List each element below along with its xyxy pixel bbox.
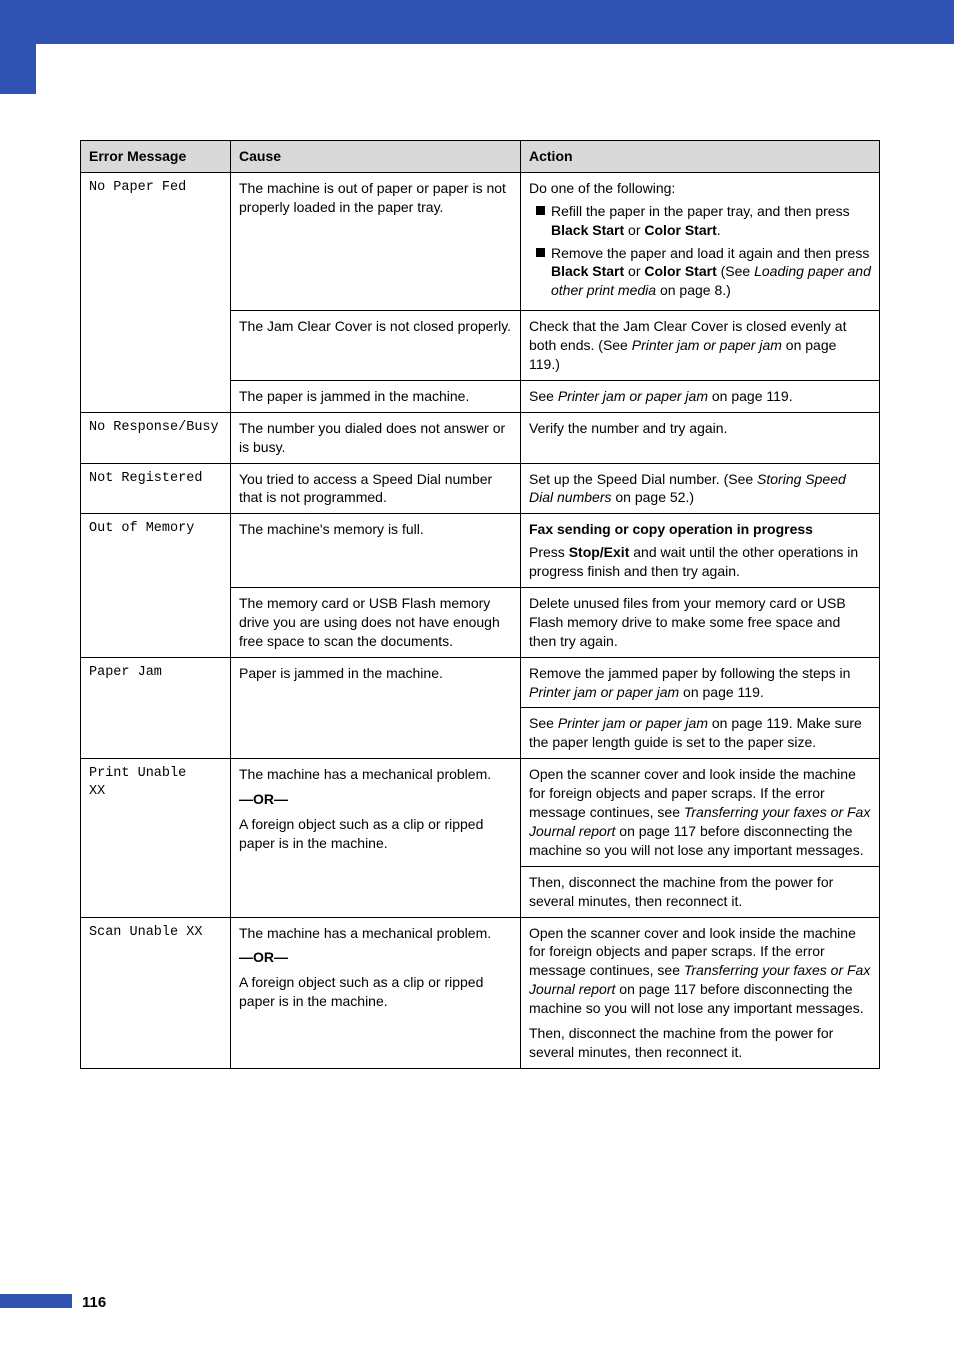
cause-cell: The machine is out of paper or paper is … <box>231 172 521 310</box>
list-item: Remove the paper and load it again and t… <box>529 244 871 301</box>
bullet-text: Refill the paper in the paper tray, and … <box>551 203 850 238</box>
cause-line: A foreign object such as a clip or rippe… <box>239 815 512 853</box>
or-text: —OR— <box>239 791 288 807</box>
cause-line: The machine has a mechanical problem. <box>239 924 512 943</box>
side-tab <box>0 44 36 94</box>
action-cell: See Printer jam or paper jam on page 119… <box>521 708 880 759</box>
header-cause: Cause <box>231 141 521 173</box>
list-item: Refill the paper in the paper tray, and … <box>529 202 871 240</box>
table-row: Out of Memory The machine's memory is fu… <box>81 514 880 588</box>
bullet-text: Remove the paper and load it again and t… <box>551 245 871 299</box>
cause-cell: You tried to access a Speed Dial number … <box>231 463 521 514</box>
action-cell: Remove the jammed paper by following the… <box>521 657 880 708</box>
cause-cell: Paper is jammed in the machine. <box>231 657 521 759</box>
action-cell: See Printer jam or paper jam on page 119… <box>521 380 880 412</box>
top-brand-band <box>0 0 954 44</box>
action-cell: Fax sending or copy operation in progres… <box>521 514 880 588</box>
msg-text: Print UnableXX <box>89 766 186 799</box>
page: Error Message Cause Action No Paper Fed … <box>0 0 954 1351</box>
msg-no-response: No Response/Busy <box>81 412 231 463</box>
header-action: Action <box>521 141 880 173</box>
bullet-icon <box>536 206 545 215</box>
action-cell: Then, disconnect the machine from the po… <box>521 866 880 917</box>
action-line: Open the scanner cover and look inside t… <box>529 924 871 1018</box>
action-cell: Verify the number and try again. <box>521 412 880 463</box>
header-error-message: Error Message <box>81 141 231 173</box>
cause-line: The machine has a mechanical problem. <box>239 765 512 784</box>
or-separator: —OR— <box>239 948 512 967</box>
or-separator: —OR— <box>239 790 512 809</box>
table-row: No Paper Fed The machine is out of paper… <box>81 172 880 310</box>
action-cell: Delete unused files from your memory car… <box>521 588 880 658</box>
content-area: Error Message Cause Action No Paper Fed … <box>80 140 880 1069</box>
cause-cell: The machine's memory is full. <box>231 514 521 588</box>
action-line: Fax sending or copy operation in progres… <box>529 520 871 539</box>
cause-cell: The Jam Clear Cover is not closed proper… <box>231 311 521 381</box>
msg-out-of-memory: Out of Memory <box>81 514 231 657</box>
action-line: Press Stop/Exit and wait until the other… <box>529 543 871 581</box>
action-intro: Do one of the following: <box>529 179 871 198</box>
msg-paper-jam: Paper Jam <box>81 657 231 759</box>
bullet-icon <box>536 248 545 257</box>
cause-line: A foreign object such as a clip or rippe… <box>239 973 512 1011</box>
action-cell: Do one of the following: Refill the pape… <box>521 172 880 310</box>
table-row: No Response/Busy The number you dialed d… <box>81 412 880 463</box>
page-number: 116 <box>82 1294 106 1311</box>
msg-scan-unable: Scan Unable XX <box>81 917 231 1068</box>
action-cell: Open the scanner cover and look inside t… <box>521 917 880 1068</box>
msg-no-paper-fed: No Paper Fed <box>81 172 231 412</box>
table-row: Scan Unable XX The machine has a mechani… <box>81 917 880 1068</box>
cause-cell: The memory card or USB Flash memory driv… <box>231 588 521 658</box>
or-text: —OR— <box>239 949 288 965</box>
cause-cell: The machine has a mechanical problem. —O… <box>231 917 521 1068</box>
action-cell: Set up the Speed Dial number. (See Stori… <box>521 463 880 514</box>
error-table: Error Message Cause Action No Paper Fed … <box>80 140 880 1069</box>
cause-cell: The paper is jammed in the machine. <box>231 380 521 412</box>
msg-not-registered: Not Registered <box>81 463 231 514</box>
action-cell: Check that the Jam Clear Cover is closed… <box>521 311 880 381</box>
table-header-row: Error Message Cause Action <box>81 141 880 173</box>
table-row: Not Registered You tried to access a Spe… <box>81 463 880 514</box>
action-line: Then, disconnect the machine from the po… <box>529 1024 871 1062</box>
table-row: Print UnableXX The machine has a mechani… <box>81 759 880 866</box>
page-number-bar <box>0 1294 72 1308</box>
msg-print-unable: Print UnableXX <box>81 759 231 917</box>
cause-cell: The machine has a mechanical problem. —O… <box>231 759 521 917</box>
cause-cell: The number you dialed does not answer or… <box>231 412 521 463</box>
table-row: Paper Jam Paper is jammed in the machine… <box>81 657 880 708</box>
action-cell: Open the scanner cover and look inside t… <box>521 759 880 866</box>
